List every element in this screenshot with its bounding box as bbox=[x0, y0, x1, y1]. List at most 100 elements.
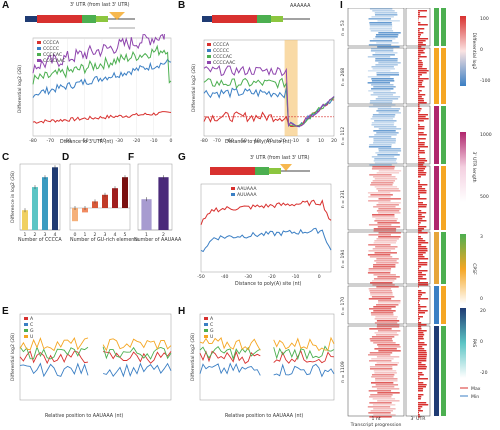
panel-i-heat-cell bbox=[369, 416, 392, 418]
panel-i-bar bbox=[418, 40, 426, 42]
panel-i-bar bbox=[418, 320, 419, 322]
panel-i-heat-cell bbox=[373, 370, 397, 372]
panel-h-series-line bbox=[273, 363, 335, 378]
panel-i-heat-cell bbox=[369, 102, 393, 104]
panel-i-bar bbox=[418, 350, 427, 352]
panel-i-bar bbox=[418, 326, 422, 328]
panel-i-bar bbox=[418, 120, 424, 122]
panel-i-bar bbox=[418, 344, 427, 346]
panel-i-heat-cell bbox=[372, 68, 395, 70]
panel-e-legend-label: A bbox=[30, 316, 34, 322]
panel-i-heat-cell bbox=[373, 306, 396, 308]
panel-i-annot-1 bbox=[434, 8, 439, 46]
panel-f-xtick: 1 bbox=[145, 232, 148, 238]
panel-e-xlabel: Relative position to AAUAAA (nt) bbox=[45, 414, 124, 419]
panel-i-heat-cell bbox=[369, 338, 393, 340]
panel-i-bar bbox=[418, 360, 427, 362]
panel-c-xtick: 3 bbox=[44, 232, 47, 238]
panel-i-heat-cell bbox=[377, 226, 401, 228]
panel-i-heat-cell bbox=[371, 182, 394, 184]
panel-d-bar bbox=[72, 208, 78, 222]
panel-i-bar bbox=[418, 398, 421, 400]
panel-b-xtick: 10 bbox=[318, 138, 324, 144]
panel-i-bar bbox=[418, 36, 421, 38]
panel-i-bar bbox=[418, 12, 420, 14]
panel-h-series-line bbox=[199, 346, 261, 361]
panel-i-bar bbox=[418, 236, 421, 238]
panel-i-heat-cell bbox=[372, 180, 396, 182]
panel-i-heat-cell bbox=[373, 230, 396, 232]
panel-i-bar bbox=[418, 330, 427, 332]
panel-i-row-label: n = 268 bbox=[340, 68, 346, 87]
panel-i-bar bbox=[418, 298, 429, 300]
panel-i-heat-cell bbox=[371, 358, 394, 360]
panel-i-bar bbox=[418, 396, 422, 398]
panel-i-heat-cell bbox=[368, 136, 392, 138]
panel-i-bar bbox=[418, 308, 421, 310]
panel-i-heat-cell bbox=[373, 130, 396, 132]
panel-i-heat-cell bbox=[377, 400, 400, 402]
panel-i-heat-cell bbox=[378, 212, 401, 214]
panel-i-legend-label: Max bbox=[471, 386, 481, 392]
panel-i-bar bbox=[418, 366, 427, 368]
panel-i-heat-cell bbox=[376, 188, 399, 190]
panel-i-bar bbox=[418, 266, 422, 268]
panel-i-heat-cell bbox=[369, 402, 392, 404]
panel-i-heat-cell bbox=[368, 44, 392, 46]
panel-i-bar bbox=[418, 176, 421, 178]
panel-i-annot-2 bbox=[441, 326, 446, 416]
panel-i-bar bbox=[418, 286, 419, 288]
panel-i-heat-cell bbox=[369, 174, 392, 176]
panel-i-bar bbox=[418, 76, 420, 78]
panel-i-heat-frame bbox=[347, 231, 405, 285]
panel-i-colorbar-label: Differential log2 bbox=[471, 33, 477, 70]
panel-a-chart: Differential log2 (2B) -80 -70 -60 -50 -40 -30… bbox=[17, 34, 173, 144]
panel-i-heat-cell bbox=[376, 320, 400, 322]
panel-i-bar bbox=[418, 192, 427, 194]
panel-i-bar bbox=[418, 174, 426, 176]
panel-i-heat-cell bbox=[367, 406, 391, 408]
panel-i-bar bbox=[418, 358, 427, 360]
panel-i-bar bbox=[418, 180, 420, 182]
panel-i-heat-cell bbox=[373, 140, 396, 142]
panel-i-heat-cell bbox=[368, 354, 391, 356]
panel-i-heat-cell bbox=[370, 94, 394, 96]
panel-i-block: n = 170 bbox=[340, 285, 446, 326]
panel-a-series-line bbox=[32, 34, 165, 74]
panel-i-bar bbox=[418, 84, 422, 86]
panel-i-bar bbox=[418, 166, 427, 168]
panel-b-xtick: -70 bbox=[213, 138, 221, 144]
panel-i-row-label: n = 194 bbox=[340, 250, 346, 269]
panel-i-heat-cell bbox=[373, 92, 396, 94]
panel-i-bar bbox=[418, 66, 423, 68]
panel-i-bar bbox=[418, 378, 428, 380]
panel-g-xtick: -40 bbox=[221, 274, 229, 280]
panel-b-gene-diagram bbox=[202, 15, 310, 23]
panel-i-heat-cell bbox=[378, 198, 401, 200]
panel-a-xtick: -10 bbox=[150, 138, 158, 144]
panel-label-h: H bbox=[178, 306, 186, 317]
panel-i-bar bbox=[418, 222, 421, 224]
panel-i-colorbar-tick: -100 bbox=[480, 78, 491, 84]
panel-i-heat-cell bbox=[371, 314, 394, 316]
panel-i-bar bbox=[418, 38, 429, 40]
panel-i-bar bbox=[418, 92, 420, 94]
panel-i-bar bbox=[418, 352, 427, 354]
panel-d-xtick: 4 bbox=[114, 232, 117, 238]
panel-b-legend-swatch bbox=[207, 55, 211, 58]
panel-i-heat-cell bbox=[376, 210, 400, 212]
panel-i-bar bbox=[418, 362, 422, 364]
panel-i-colorbar-tick: 0 bbox=[480, 339, 483, 345]
panel-b-xtick: -30 bbox=[265, 138, 273, 144]
panel-e-legend-swatch bbox=[24, 323, 28, 326]
panel-i-heat-cell bbox=[378, 236, 401, 238]
panel-i-heat-cell bbox=[370, 292, 393, 294]
panel-i-bar bbox=[418, 74, 422, 76]
panel-i-colorbar-tick: 0 bbox=[480, 296, 483, 302]
panel-label-g: G bbox=[178, 152, 186, 163]
panel-i-bar bbox=[418, 238, 423, 240]
panel-i-heat-cell bbox=[373, 86, 396, 88]
panel-a-xtick: -60 bbox=[64, 138, 72, 144]
panel-i-bar bbox=[418, 194, 420, 196]
